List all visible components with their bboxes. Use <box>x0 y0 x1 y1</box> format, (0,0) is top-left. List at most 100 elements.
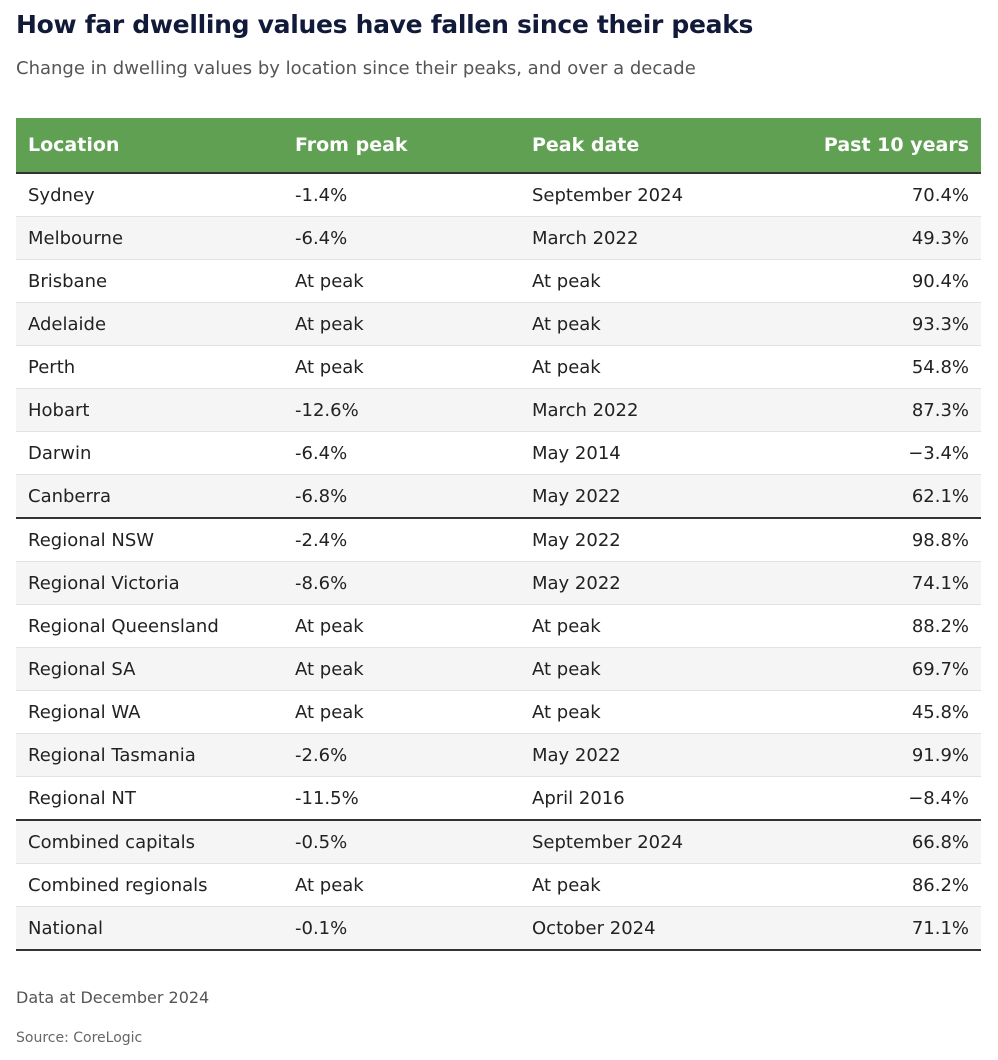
peak-date-cell: March 2022 <box>520 216 760 260</box>
location-cell: Darwin <box>16 431 283 475</box>
chart-title: How far dwelling values have fallen sinc… <box>16 10 754 39</box>
table-row: Regional Tasmania -2.6% May 2022 91.9% <box>16 733 981 777</box>
from-peak-cell: At peak <box>283 302 520 346</box>
past-10-years-cell: 54.8% <box>760 345 981 389</box>
past-10-years-cell: 74.1% <box>760 561 981 605</box>
from-peak-cell: -2.4% <box>283 518 520 562</box>
peak-date-cell: October 2024 <box>520 906 760 951</box>
chart-subtitle: Change in dwelling values by location si… <box>16 58 696 79</box>
past-10-years-cell: 88.2% <box>760 604 981 648</box>
from-peak-cell: -0.5% <box>283 820 520 864</box>
peak-date-cell: May 2022 <box>520 474 760 519</box>
table-row: Melbourne -6.4% March 2022 49.3% <box>16 216 981 260</box>
location-cell: Regional Queensland <box>16 604 283 648</box>
location-cell: Combined capitals <box>16 820 283 864</box>
location-cell: Brisbane <box>16 259 283 303</box>
peak-date-cell: April 2016 <box>520 776 760 821</box>
from-peak-cell: At peak <box>283 345 520 389</box>
table-row: Regional NSW -2.4% May 2022 98.8% <box>16 518 981 562</box>
past-10-years-cell: 49.3% <box>760 216 981 260</box>
peak-date-cell: September 2024 <box>520 820 760 864</box>
location-cell: Regional NSW <box>16 518 283 562</box>
table-row: Combined capitals -0.5% September 2024 66.8… <box>16 820 981 864</box>
from-peak-cell: -1.4% <box>283 173 520 217</box>
location-cell: Melbourne <box>16 216 283 260</box>
table-row: Darwin -6.4% May 2014 −3.4% <box>16 431 981 475</box>
past-10-years-cell: −3.4% <box>760 431 981 475</box>
table-row: Regional WA At peak At peak 45.8% <box>16 690 981 734</box>
peak-date-cell: At peak <box>520 647 760 691</box>
from-peak-cell: -8.6% <box>283 561 520 605</box>
past-10-years-cell: 71.1% <box>760 906 981 951</box>
header-row: Location From peak Peak date Past 10 yea… <box>16 118 981 174</box>
location-cell: Regional SA <box>16 647 283 691</box>
location-cell: National <box>16 906 283 951</box>
past-10-years-cell: 45.8% <box>760 690 981 734</box>
peak-date-cell: May 2022 <box>520 733 760 777</box>
peak-date-cell: At peak <box>520 345 760 389</box>
peak-date-cell: At peak <box>520 302 760 346</box>
peak-date-cell: May 2014 <box>520 431 760 475</box>
table-row: Canberra -6.8% May 2022 62.1% <box>16 474 981 519</box>
peak-date-cell: At peak <box>520 863 760 907</box>
table-row: Combined regionals At peak At peak 86.2% <box>16 863 981 907</box>
table-body: Sydney -1.4% September 2024 70.4% Melbourne -… <box>16 173 981 951</box>
past-10-years-cell: 98.8% <box>760 518 981 562</box>
past-10-years-cell: −8.4% <box>760 776 981 821</box>
table-row: Regional SA At peak At peak 69.7% <box>16 647 981 691</box>
table-header: Location From peak Peak date Past 10 yea… <box>16 118 981 174</box>
peak-date-cell: March 2022 <box>520 388 760 432</box>
from-peak-cell: At peak <box>283 259 520 303</box>
data-note: Data at December 2024 <box>16 988 210 1007</box>
table-row: Perth At peak At peak 54.8% <box>16 345 981 389</box>
column-header-from-peak[interactable]: From peak <box>283 118 520 174</box>
from-peak-cell: At peak <box>283 647 520 691</box>
from-peak-cell: -11.5% <box>283 776 520 821</box>
peak-date-cell: May 2022 <box>520 561 760 605</box>
past-10-years-cell: 91.9% <box>760 733 981 777</box>
peak-date-cell: September 2024 <box>520 173 760 217</box>
table-row: Brisbane At peak At peak 90.4% <box>16 259 981 303</box>
past-10-years-cell: 87.3% <box>760 388 981 432</box>
table-row: Regional Victoria -8.6% May 2022 74.1% <box>16 561 981 605</box>
location-cell: Regional Victoria <box>16 561 283 605</box>
location-cell: Combined regionals <box>16 863 283 907</box>
column-header-location[interactable]: Location <box>16 118 283 174</box>
peak-date-cell: At peak <box>520 604 760 648</box>
past-10-years-cell: 62.1% <box>760 474 981 519</box>
past-10-years-cell: 93.3% <box>760 302 981 346</box>
location-cell: Regional WA <box>16 690 283 734</box>
peak-date-cell: At peak <box>520 259 760 303</box>
column-header-past-10-years[interactable]: Past 10 years <box>760 118 981 174</box>
table-row: Adelaide At peak At peak 93.3% <box>16 302 981 346</box>
from-peak-cell: -12.6% <box>283 388 520 432</box>
data-table: Location From peak Peak date Past 10 yea… <box>16 118 981 951</box>
from-peak-cell: At peak <box>283 863 520 907</box>
past-10-years-cell: 86.2% <box>760 863 981 907</box>
table-row: National -0.1% October 2024 71.1% <box>16 906 981 951</box>
table-row: Regional NT -11.5% April 2016 −8.4% <box>16 776 981 821</box>
table-row: Sydney -1.4% September 2024 70.4% <box>16 173 981 217</box>
peak-date-cell: At peak <box>520 690 760 734</box>
location-cell: Regional Tasmania <box>16 733 283 777</box>
from-peak-cell: -2.6% <box>283 733 520 777</box>
past-10-years-cell: 66.8% <box>760 820 981 864</box>
column-header-peak-date[interactable]: Peak date <box>520 118 760 174</box>
location-cell: Sydney <box>16 173 283 217</box>
past-10-years-cell: 70.4% <box>760 173 981 217</box>
source-credit: Source: CoreLogic <box>16 1030 143 1046</box>
from-peak-cell: At peak <box>283 604 520 648</box>
location-cell: Canberra <box>16 474 283 519</box>
from-peak-cell: -0.1% <box>283 906 520 951</box>
table-row: Regional Queensland At peak At peak 88.2% <box>16 604 981 648</box>
from-peak-cell: -6.4% <box>283 216 520 260</box>
table-row: Hobart -12.6% March 2022 87.3% <box>16 388 981 432</box>
location-cell: Hobart <box>16 388 283 432</box>
from-peak-cell: -6.4% <box>283 431 520 475</box>
past-10-years-cell: 90.4% <box>760 259 981 303</box>
location-cell: Regional NT <box>16 776 283 821</box>
past-10-years-cell: 69.7% <box>760 647 981 691</box>
location-cell: Perth <box>16 345 283 389</box>
peak-date-cell: May 2022 <box>520 518 760 562</box>
